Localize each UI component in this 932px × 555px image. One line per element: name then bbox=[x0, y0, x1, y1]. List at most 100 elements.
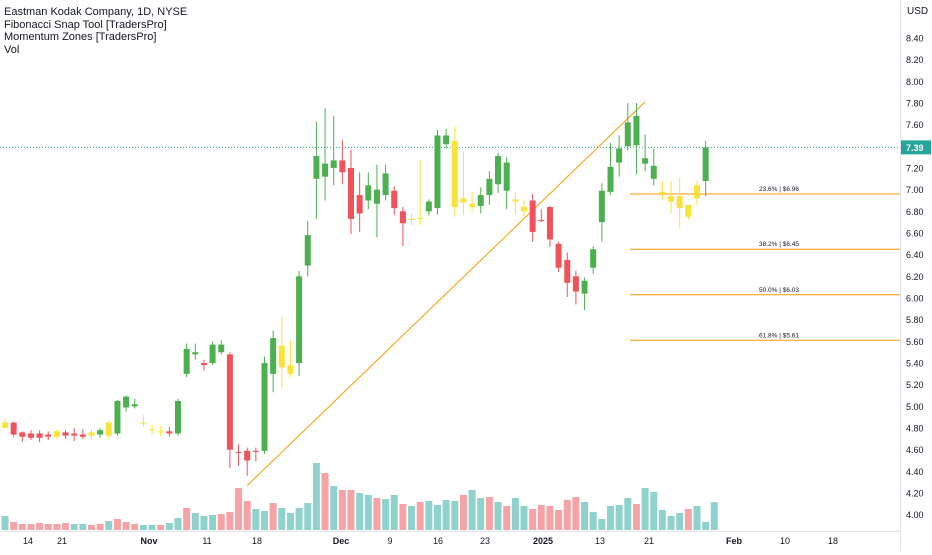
volume-bar bbox=[235, 488, 243, 530]
volume-bar bbox=[113, 519, 121, 530]
candle bbox=[702, 147, 709, 181]
candle bbox=[140, 422, 147, 424]
y-tick-label: 6.80 bbox=[906, 207, 924, 217]
y-tick-label: 5.40 bbox=[906, 359, 924, 369]
candle bbox=[183, 348, 190, 374]
candle bbox=[512, 199, 519, 202]
volume-bar bbox=[183, 508, 191, 530]
candle bbox=[97, 430, 104, 435]
y-tick-label: 7.60 bbox=[906, 120, 924, 130]
x-tick-label: 18 bbox=[828, 536, 838, 546]
volume-bar bbox=[494, 502, 502, 530]
indicator-volume[interactable]: Vol bbox=[4, 43, 20, 56]
candle bbox=[668, 196, 675, 202]
chart-legend: Eastman Kodak Company, 1D, NYSE Fibonacc… bbox=[4, 6, 187, 56]
volume-bar bbox=[563, 500, 571, 530]
symbol-title[interactable]: Eastman Kodak Company, 1D, NYSE bbox=[4, 6, 188, 18]
indicator-fibonacci[interactable]: Fibonacci Snap Tool [TradersPro] bbox=[4, 18, 167, 31]
candle bbox=[382, 173, 389, 196]
fib-level-label: 61.8% | $5.61 bbox=[759, 332, 799, 339]
candle bbox=[624, 122, 631, 147]
candle bbox=[417, 217, 424, 219]
candle bbox=[313, 156, 320, 179]
last-price-label: 7.39 bbox=[906, 143, 924, 153]
indicator-momentum[interactable]: Momentum Zones [TradersPro] bbox=[4, 31, 157, 43]
volume-bar bbox=[442, 500, 450, 530]
candle bbox=[451, 140, 458, 207]
volume-bar bbox=[710, 502, 718, 530]
volume-bar bbox=[408, 506, 416, 530]
volume-bar bbox=[278, 508, 286, 530]
candle bbox=[2, 422, 8, 429]
volume-bar bbox=[390, 495, 398, 530]
volume-bar bbox=[36, 523, 44, 530]
y-tick-label: 8.00 bbox=[906, 77, 924, 87]
candle bbox=[477, 195, 484, 206]
price-axis bbox=[900, 0, 932, 550]
candle bbox=[62, 432, 69, 436]
candle bbox=[391, 190, 398, 209]
candle bbox=[330, 160, 337, 168]
y-tick-label: 6.60 bbox=[906, 228, 924, 238]
x-tick-label: 18 bbox=[252, 536, 262, 546]
volume-bar bbox=[702, 522, 710, 530]
x-tick-label: 9 bbox=[387, 536, 392, 546]
candle bbox=[356, 195, 363, 214]
volume-bar bbox=[330, 486, 338, 530]
x-tick-label: Dec bbox=[333, 536, 350, 546]
y-tick-label: 4.20 bbox=[906, 489, 924, 499]
volume-bar bbox=[650, 492, 658, 530]
candle bbox=[27, 433, 34, 438]
volume-bar bbox=[615, 505, 623, 530]
fib-level-label: 50.0% | $6.03 bbox=[759, 287, 799, 294]
candle bbox=[192, 352, 199, 355]
volume-bar bbox=[546, 506, 554, 530]
candle bbox=[157, 431, 164, 433]
candle bbox=[399, 211, 406, 224]
last-price-badge bbox=[901, 140, 931, 155]
volume-bar bbox=[347, 490, 355, 530]
volume-bar bbox=[382, 499, 390, 530]
x-tick-label: 13 bbox=[595, 536, 605, 546]
candle bbox=[71, 433, 78, 436]
candle bbox=[53, 431, 60, 437]
candle bbox=[538, 219, 545, 222]
volume-bar bbox=[511, 498, 519, 530]
candle bbox=[114, 400, 121, 434]
x-tick-label: 16 bbox=[433, 536, 443, 546]
candle bbox=[616, 148, 623, 163]
candle bbox=[218, 344, 225, 353]
candle bbox=[425, 201, 432, 212]
volume-bar bbox=[165, 523, 173, 530]
y-tick-label: 4.80 bbox=[906, 424, 924, 434]
candle bbox=[226, 354, 233, 450]
volume-bar bbox=[338, 490, 346, 530]
volume-bar bbox=[70, 524, 78, 530]
candle bbox=[633, 115, 640, 146]
x-tick-label: 11 bbox=[202, 536, 211, 546]
candle bbox=[434, 135, 441, 209]
y-tick-label: 5.00 bbox=[906, 402, 924, 412]
candle bbox=[443, 135, 450, 145]
volume-bar bbox=[667, 516, 675, 530]
volume-bar bbox=[312, 463, 320, 530]
volume-bar bbox=[676, 513, 684, 530]
volume-bar bbox=[304, 503, 312, 530]
candle bbox=[546, 206, 553, 240]
candle bbox=[36, 433, 43, 438]
volume-bar bbox=[624, 498, 632, 530]
y-tick-label: 5.60 bbox=[906, 337, 924, 347]
candle bbox=[149, 429, 156, 431]
y-tick-label: 8.40 bbox=[906, 33, 924, 43]
candle bbox=[105, 422, 112, 436]
currency-label[interactable]: USD bbox=[907, 6, 929, 17]
y-tick-label: 8.20 bbox=[906, 55, 924, 65]
y-tick-label: 4.40 bbox=[906, 467, 924, 477]
candle bbox=[235, 451, 242, 453]
volume-bar bbox=[373, 498, 381, 530]
candle bbox=[88, 432, 95, 436]
y-tick-label: 7.80 bbox=[906, 98, 924, 108]
y-tick-label: 4.00 bbox=[906, 510, 924, 520]
